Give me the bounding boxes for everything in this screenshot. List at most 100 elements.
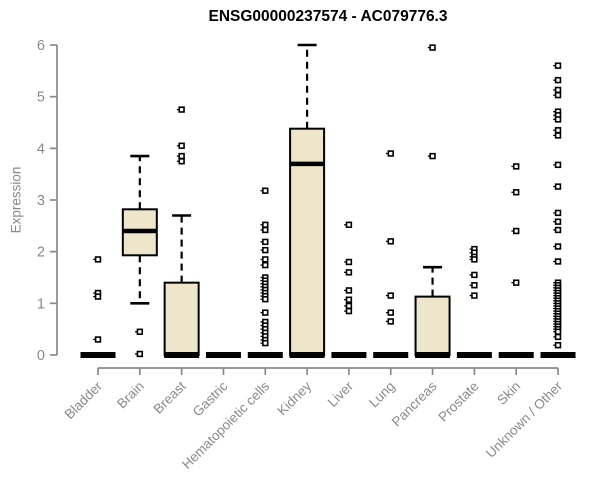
outlier-point [178,158,185,165]
box-skin [498,163,534,358]
outlier-point [136,350,144,358]
outlier-point [387,309,394,316]
outlier-point [262,187,269,194]
outlier-point [429,152,436,160]
x-tick-label-unknown-other: Unknown / Other [483,378,566,461]
outlier-point [178,142,185,149]
outlier-point [512,227,520,235]
outlier-point [554,86,562,94]
outlier-point [554,258,562,265]
outlier-point [554,341,562,349]
outlier-point [94,336,102,343]
outlier-point [554,127,562,134]
y-tick-label: 2 [37,245,45,261]
outlier-point [554,328,562,335]
outlier-point [512,163,520,170]
zero-bar [373,352,409,358]
outlier-point [345,296,353,303]
box-pancreas [414,44,451,358]
zero-bar [80,352,116,358]
box-bladder [80,256,116,358]
outlier-point [554,132,562,139]
outlier-point [178,152,185,160]
outlier-point [471,256,478,263]
zero-bar [456,352,492,358]
outlier-point [262,221,269,228]
outlier-point [387,150,394,157]
outlier-point [178,106,185,113]
outlier-point [345,302,353,310]
outlier-point [262,238,269,246]
outlier-point [554,76,562,84]
outlier-point [262,339,269,347]
box-gastric [205,352,241,358]
box-lung [373,150,409,358]
x-tick-label-pancreas: Pancreas [389,378,440,429]
box-prostate [456,245,492,358]
x-tick-label-prostate: Prostate [435,379,481,425]
outlier-point [471,282,478,289]
box-unknown-other [540,62,576,358]
outlier-point [262,309,269,316]
outlier-point [262,295,269,303]
outlier-point [262,256,269,263]
outlier-point [554,243,562,250]
outlier-point [387,292,394,299]
zero-bar [498,352,534,358]
box-liver [331,221,367,358]
outlier-point [345,269,353,276]
outlier-point [554,161,562,169]
outlier-point [262,246,269,254]
zero-bar [540,352,576,358]
outlier-point [345,287,353,294]
x-tick-label-bladder: Bladder [62,378,106,422]
y-tick-label: 5 [37,90,45,106]
x-tick-label-kidney: Kidney [274,378,314,418]
zero-bar [289,352,325,358]
outlier-point [387,318,394,325]
x-tick-label-lung: Lung [366,379,398,411]
outlier-point [554,333,562,341]
outlier-point [554,62,562,69]
zero-bar [415,352,451,358]
outlier-point [345,258,353,266]
y-axis: 0 1 2 3 4 5 6 [37,38,58,364]
outlier-point [345,307,353,315]
zero-bar [205,352,241,358]
outlier-point [471,292,478,299]
outlier-point [94,256,102,263]
outlier-point [345,221,353,228]
iqr-box [163,281,200,356]
x-tick-label-brain: Brain [114,379,147,412]
x-tick-label-breast: Breast [151,378,189,416]
y-tick-label: 1 [37,296,45,312]
outlier-point [262,226,269,234]
zero-bar [331,352,367,358]
outlier-point [554,226,562,234]
chart-title: ENSG00000237574 - AC079776.3 [208,8,448,25]
x-tick-label-gastric: Gastric [190,378,231,419]
outlier-point [512,189,520,196]
y-tick-label: 0 [37,348,45,364]
outlier-point [387,238,394,245]
box-kidney [289,43,326,358]
outlier-point [94,293,102,300]
outlier-point [554,183,562,190]
x-tick-label-skin: Skin [494,379,523,408]
y-tick-label: 4 [37,141,45,157]
zero-bar [164,352,200,358]
box-brain [121,154,158,358]
y-tick-label: 6 [37,38,45,54]
outlier-point [554,116,562,123]
outlier-point [554,91,562,99]
zero-bar [247,352,283,358]
y-tick-label: 3 [37,193,45,209]
outlier-point [429,44,436,51]
outlier-point [512,279,520,286]
x-tick-label-liver: Liver [325,378,357,410]
outlier-point [554,218,562,225]
outlier-point [136,328,144,335]
